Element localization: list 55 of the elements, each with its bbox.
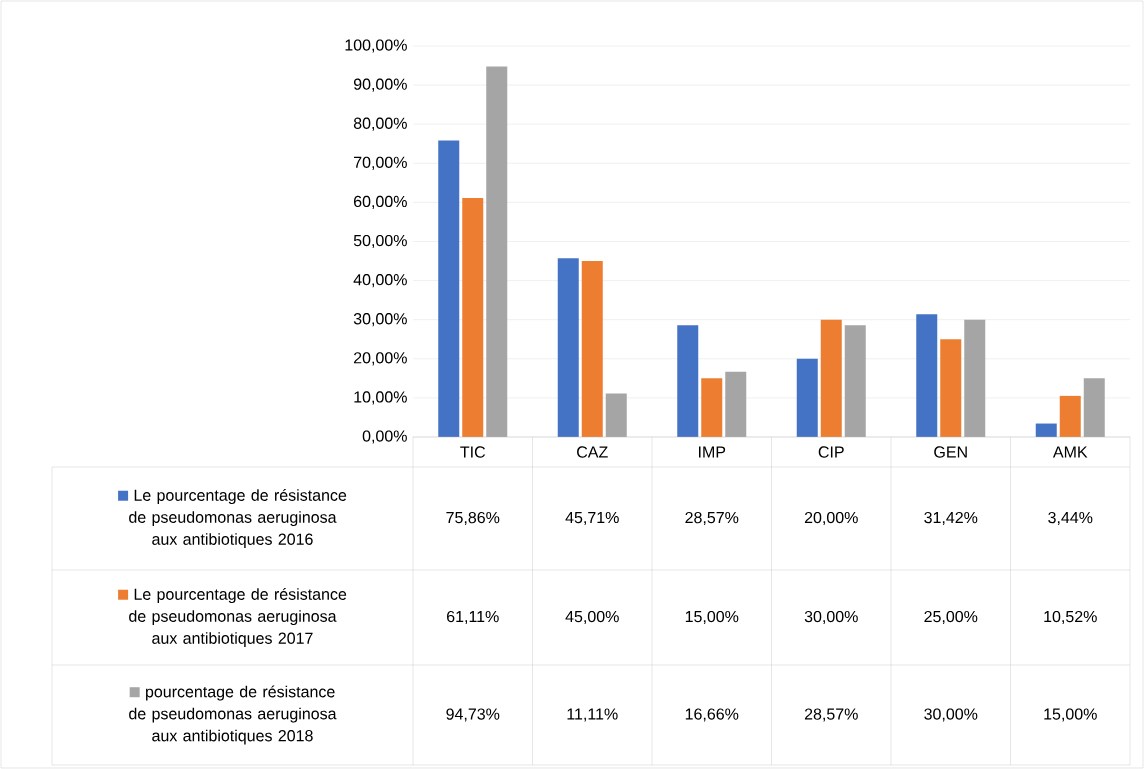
x-tick-label: AMK: [1052, 446, 1088, 458]
data-label: 30,00%: [804, 610, 858, 625]
data-label: 15,00%: [1044, 708, 1097, 722]
data-label: 45,71%: [565, 511, 619, 526]
bar: [677, 325, 699, 437]
data-label: 25,00%: [924, 610, 978, 625]
data-label: 28,57%: [685, 511, 739, 526]
data-label: 30,00%: [924, 708, 978, 722]
y-tick-label: 80,00%: [353, 117, 407, 131]
y-tick-label: 100,00%: [345, 39, 407, 53]
y-tick-label: 40,00%: [353, 273, 407, 288]
bar: [581, 261, 603, 437]
bar: [964, 319, 986, 437]
y-tick-label: 50,00%: [353, 234, 407, 249]
data-label: 15,00%: [685, 610, 739, 625]
y-tick-label: 10,00%: [354, 391, 407, 405]
data-label: 61,11%: [447, 610, 499, 625]
y-tick-label: 70,00%: [354, 156, 407, 170]
bar: [486, 66, 508, 437]
y-tick-label: 20,00%: [354, 352, 407, 366]
bar: [605, 393, 627, 437]
bar: [844, 325, 866, 437]
bar: [820, 319, 842, 437]
data-label: 75,86%: [446, 511, 500, 526]
bar: [438, 140, 460, 437]
data-label: 28,57%: [804, 708, 858, 722]
bar: [796, 358, 818, 437]
bar: [940, 339, 962, 437]
data-label: 45,00%: [565, 610, 619, 625]
data-label: 11,11%: [567, 708, 618, 722]
bar: [557, 258, 579, 437]
bar: [725, 371, 747, 437]
bar: [1083, 378, 1105, 437]
bar: [701, 378, 723, 437]
x-tick-label: TIC: [460, 446, 486, 458]
bar: [462, 198, 484, 437]
legend-label: Le pourcentage de résistance de pseudomonas aeruginosa aux antibiotiques 2016: [129, 488, 347, 549]
x-tick-label: CAZ: [577, 446, 608, 458]
x-tick-label: IMP: [699, 446, 726, 458]
data-label: 20,00%: [804, 511, 858, 526]
data-label: 16,66%: [685, 708, 739, 722]
x-tick-label: CIP: [818, 446, 844, 458]
data-label: 94,73%: [446, 708, 500, 722]
bar: [1059, 395, 1081, 437]
y-tick-label: 30,00%: [353, 313, 407, 327]
legend-label: Le pourcentage de résistance de pseudomonas aeruginosa aux antibiotiques 2017: [129, 587, 347, 648]
y-tick-label: 90,00%: [353, 78, 407, 92]
legend-label: pourcentage de résistance de pseudomonas aeruginosa aux antibiotiques 2018: [129, 685, 337, 745]
bar: [916, 314, 938, 437]
y-tick-label: 0,00%: [362, 430, 407, 444]
y-tick-label: 60,00%: [354, 195, 407, 209]
x-tick-label: GEN: [934, 446, 967, 458]
data-label: 31,42%: [924, 511, 978, 526]
data-label: 3,44%: [1048, 511, 1093, 526]
data-label: 10,52%: [1044, 610, 1097, 625]
